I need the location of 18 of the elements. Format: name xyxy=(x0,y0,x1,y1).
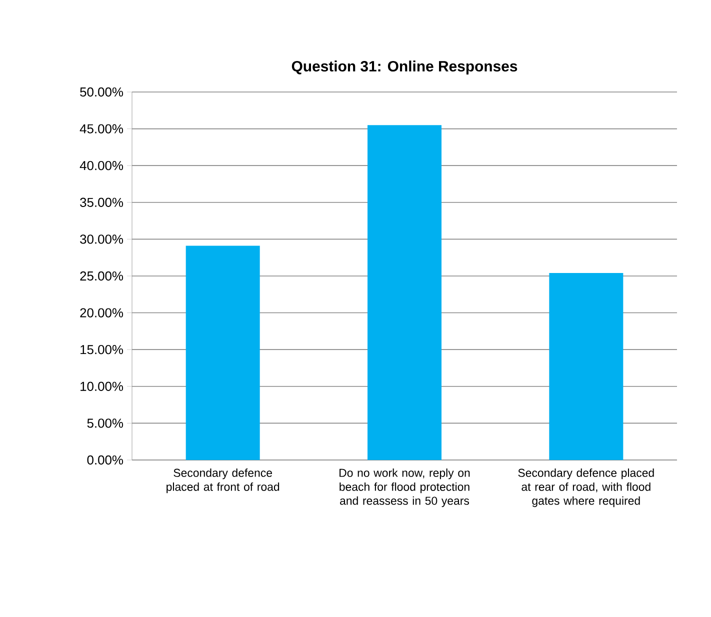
bar xyxy=(186,246,260,460)
y-tick-label: 10.00% xyxy=(80,382,124,391)
y-tick-label: 40.00% xyxy=(80,161,124,170)
y-tick-label: 45.00% xyxy=(80,124,124,134)
x-tick-label: Do no work now, reply on beach for flood protection and reassess in 50 years xyxy=(340,468,470,508)
x-tick-label: Secondary defence placed at front of road xyxy=(166,468,280,494)
y-tick-label: 5.00% xyxy=(87,418,124,428)
y-tick-label: 25.00% xyxy=(80,271,124,281)
bar xyxy=(549,273,624,460)
y-tick-label: 0.00% xyxy=(87,455,124,465)
chart-title: Question 31: Online Responses xyxy=(292,60,518,74)
y-tick-label: 15.00% xyxy=(80,344,124,354)
bar xyxy=(368,125,442,460)
y-tick-label: 35.00% xyxy=(80,198,124,207)
y-tick-label: 20.00% xyxy=(80,308,124,318)
x-tick-label: Secondary defence placed at rear of road, with flood gates where required xyxy=(518,468,654,508)
y-tick-label: 30.00% xyxy=(80,234,124,244)
y-tick-label: 50.00% xyxy=(80,87,124,97)
